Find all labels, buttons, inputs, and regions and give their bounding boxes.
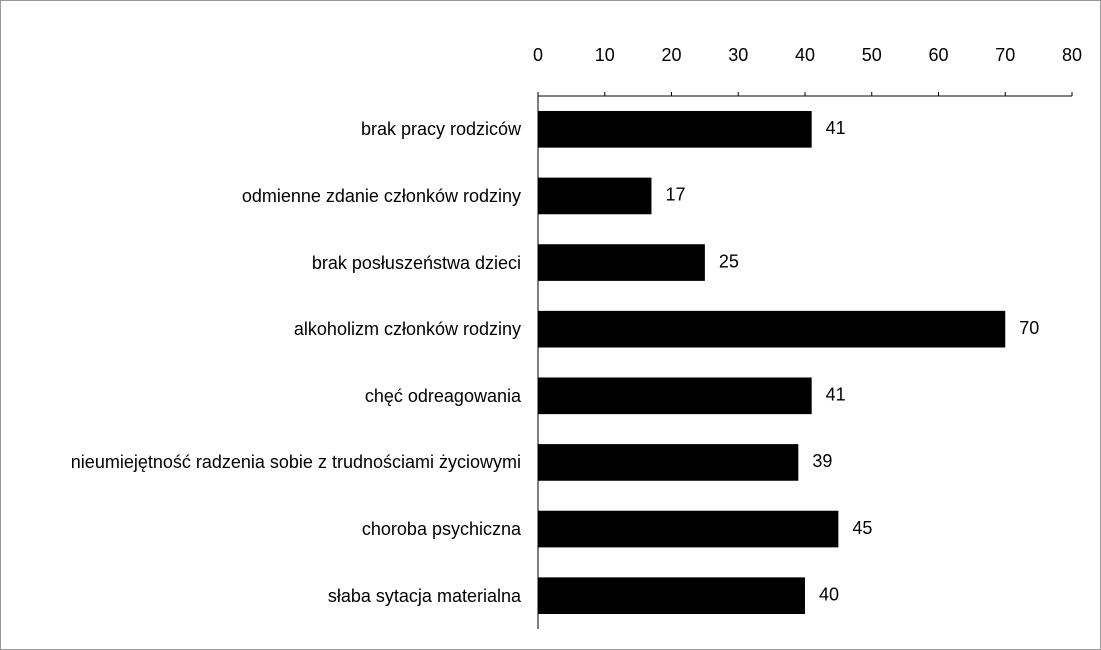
x-tick-label: 70 xyxy=(995,45,1015,65)
x-tick-label: 0 xyxy=(533,45,543,65)
bar xyxy=(538,310,1006,348)
category-text: brak posłuszeństwa dzieci xyxy=(311,252,521,273)
category-label: chęć odreagowania xyxy=(21,363,521,430)
category-text: nieumiejętność radzenia sobie z trudnośc… xyxy=(70,452,521,473)
bar xyxy=(538,110,812,148)
x-tick-label: 40 xyxy=(795,45,815,65)
x-tick-label: 80 xyxy=(1062,45,1082,65)
category-text: słaba sytacja materialna xyxy=(327,585,521,606)
bar xyxy=(538,244,705,281)
x-tick-label: 30 xyxy=(728,45,748,65)
data-label: 40 xyxy=(819,584,839,604)
category-text: chęć odreagowania xyxy=(364,385,521,406)
category-text: alkoholizm członków rodziny xyxy=(293,319,521,340)
data-label: 45 xyxy=(852,518,872,538)
category-text: brak pracy rodziców xyxy=(360,119,521,140)
bar xyxy=(538,510,839,548)
data-label: 41 xyxy=(826,385,846,405)
x-tick-label: 50 xyxy=(862,45,882,65)
data-label: 39 xyxy=(812,451,832,471)
category-label: brak pracy rodziców xyxy=(21,96,521,163)
x-tick-label: 60 xyxy=(928,45,948,65)
category-label: brak posłuszeństwa dzieci xyxy=(21,229,521,296)
data-label: 41 xyxy=(826,118,846,138)
category-label: alkoholizm członków rodziny xyxy=(21,296,521,363)
data-label: 17 xyxy=(665,185,685,205)
category-label: odmienne zdanie członków rodziny xyxy=(21,163,521,230)
x-tick-label: 10 xyxy=(595,45,615,65)
bar xyxy=(538,444,799,481)
bar xyxy=(538,377,812,415)
category-label: choroba psychiczna xyxy=(21,496,521,563)
x-tick-label: 20 xyxy=(661,45,681,65)
bar xyxy=(538,177,652,215)
category-label: słaba sytacja materialna xyxy=(21,562,521,629)
category-text: choroba psychiczna xyxy=(361,519,521,540)
category-label: nieumiejętność radzenia sobie z trudnośc… xyxy=(21,429,521,496)
category-text: odmienne zdanie członków rodziny xyxy=(241,185,521,206)
data-label: 25 xyxy=(719,251,739,271)
data-label: 70 xyxy=(1019,318,1039,338)
bar xyxy=(538,577,805,615)
